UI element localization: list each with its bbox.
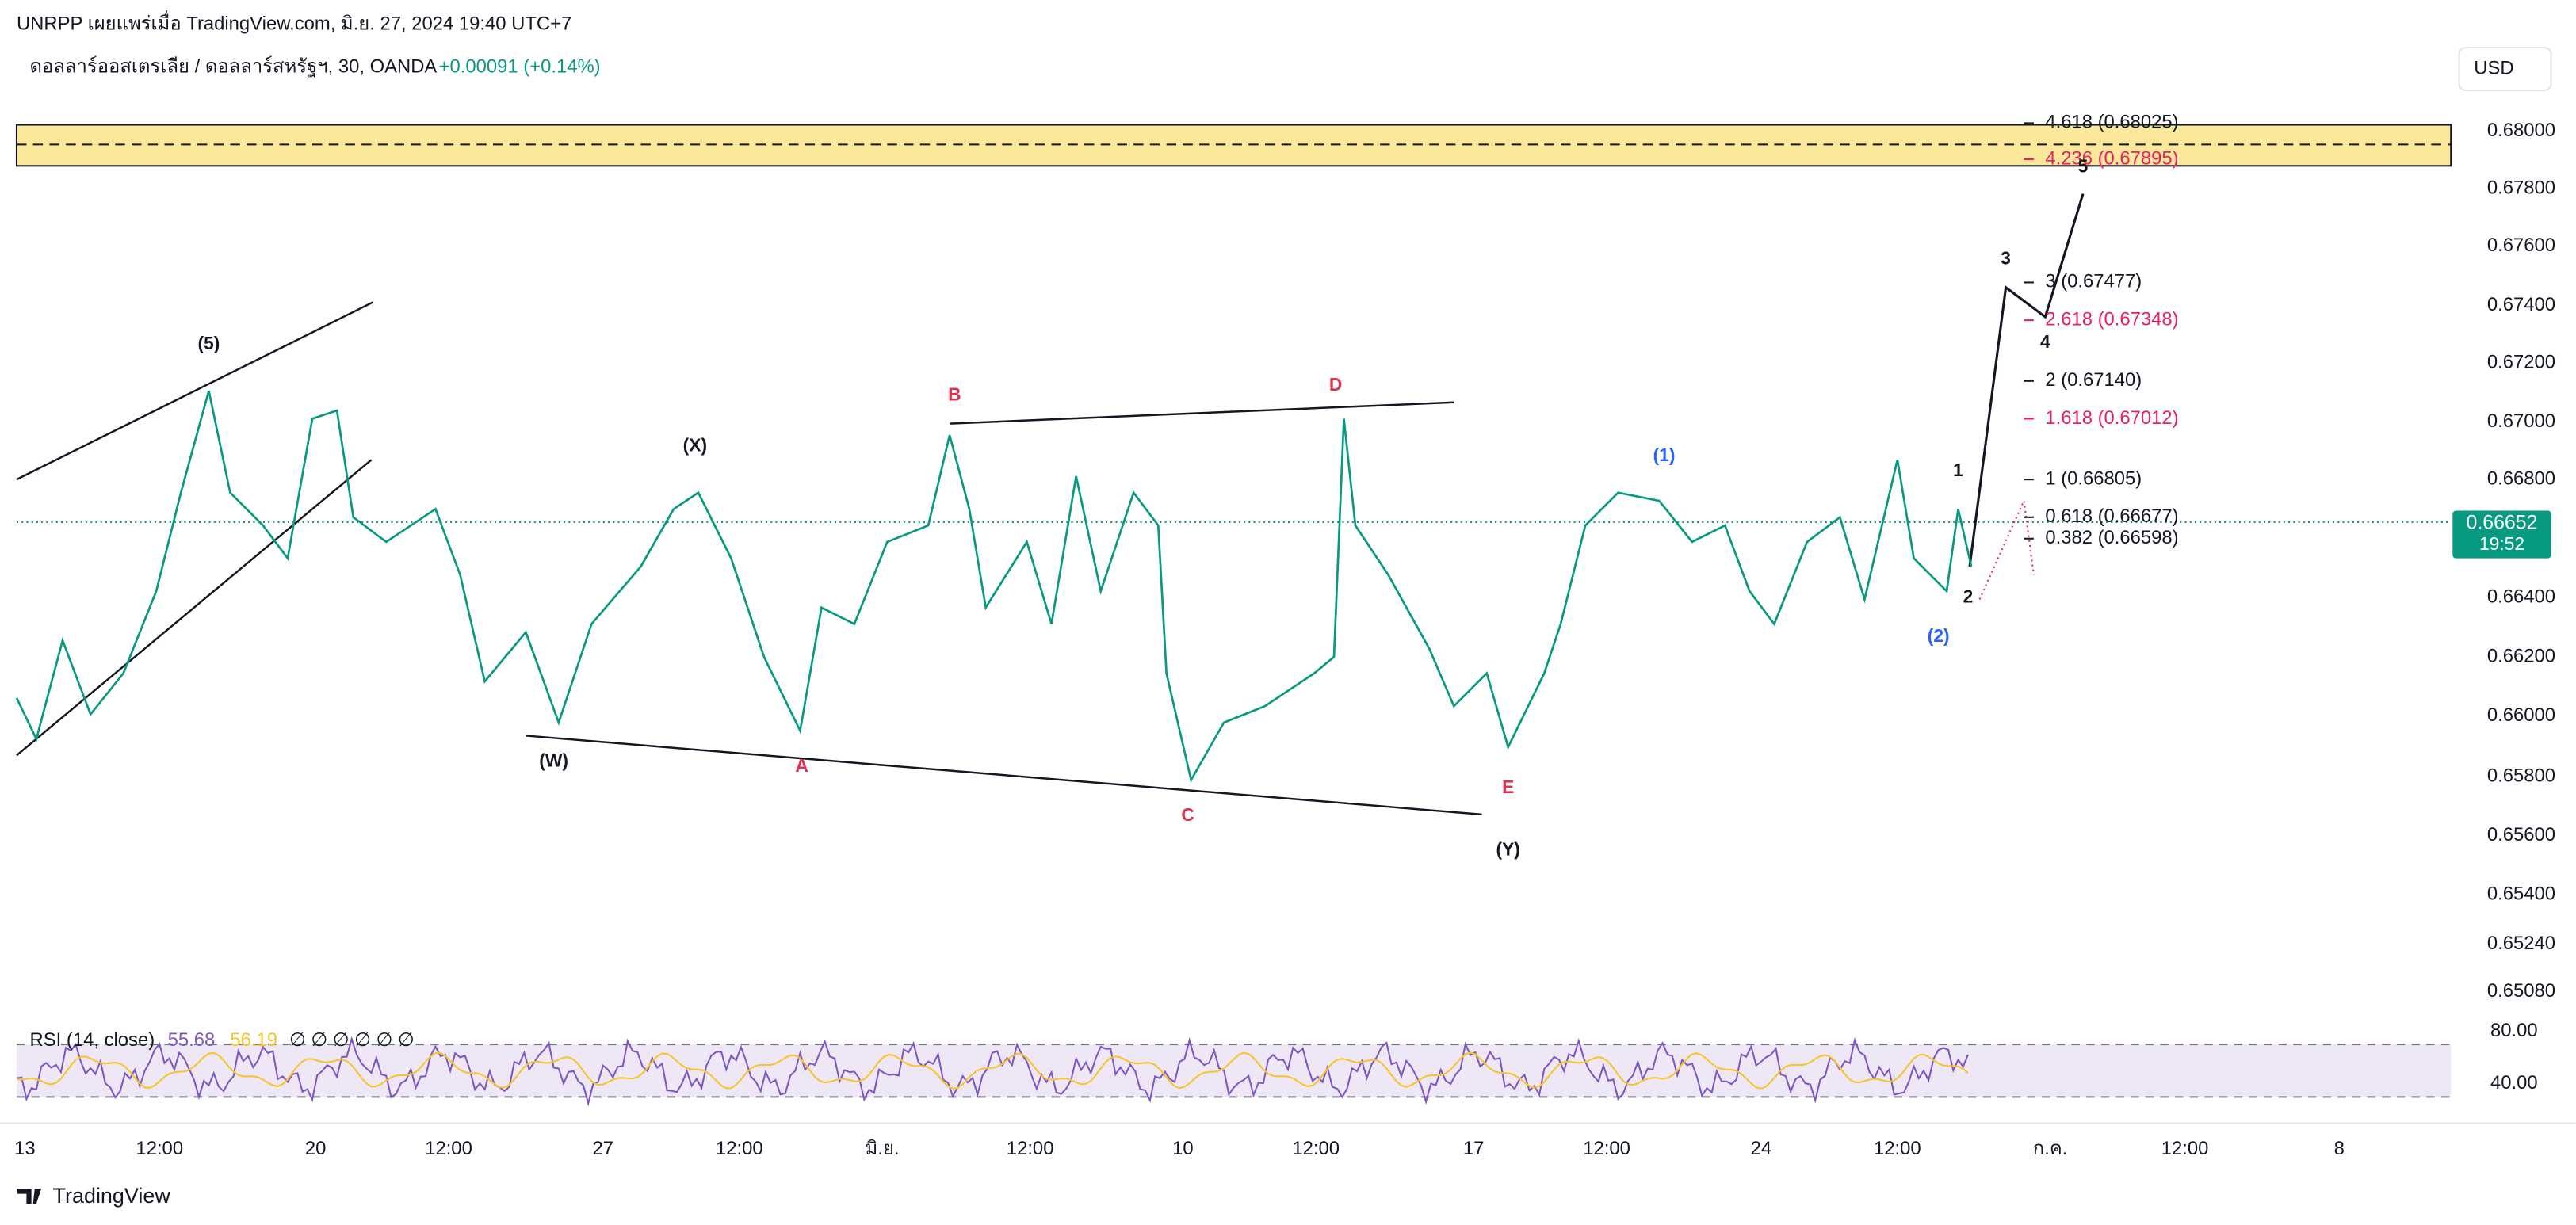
fib-label: 0.618 (0.66677) <box>2045 506 2178 527</box>
price-axis-label: 0.67800 <box>2487 177 2555 199</box>
time-axis-label: 12:00 <box>716 1138 763 1159</box>
wave-label: C <box>1181 804 1194 825</box>
wave-label: (W) <box>539 750 568 771</box>
price-axis-label: 0.66400 <box>2487 586 2555 608</box>
time-axis-label: 12:00 <box>2161 1138 2209 1159</box>
wave-label: 5 <box>2078 155 2089 176</box>
currency[interactable]: USD <box>2474 57 2513 78</box>
time-axis-label: 27 <box>593 1138 614 1159</box>
fib-label: 0.382 (0.66598) <box>2045 527 2178 548</box>
wave-label: 3 <box>2001 247 2011 268</box>
logo <box>16 1189 42 1204</box>
badge-price: 0.66652 <box>2467 512 2538 534</box>
fib-label: 1 (0.66805) <box>2045 467 2142 489</box>
time-axis-label: 24 <box>1751 1138 1772 1159</box>
wave-label: (5) <box>198 333 220 353</box>
wave-label: A <box>795 755 808 776</box>
price-axis-label: 0.67600 <box>2487 235 2555 256</box>
rsi-axis-label: 80.00 <box>2490 1020 2538 1041</box>
price-axis-label: 0.66200 <box>2487 645 2555 666</box>
time-axis-label: 8 <box>2334 1138 2345 1159</box>
time-axis-label: ก.ค. <box>2033 1138 2068 1159</box>
time-axis-label: 12:00 <box>1007 1138 1054 1159</box>
rsi-title: RSI (14, close) <box>30 1029 155 1051</box>
time-axis-label: 12:00 <box>1874 1138 1921 1159</box>
price-axis-label: 0.66000 <box>2487 704 2555 726</box>
wave-label: (X) <box>683 435 707 456</box>
fib-label: 3 (0.67477) <box>2045 271 2142 292</box>
wave-label: D <box>1329 374 1342 395</box>
fib-label: 2.618 (0.67348) <box>2045 308 2178 330</box>
price-axis-label: 0.67200 <box>2487 351 2555 372</box>
price-axis-label: 0.68000 <box>2487 120 2555 141</box>
wave-label: 2 <box>1963 586 1974 606</box>
fib-label: 4.618 (0.68025) <box>2045 112 2178 133</box>
price-axis-label: 0.66800 <box>2487 467 2555 489</box>
wave-label: 1 <box>1953 460 1963 480</box>
price-axis-label: 0.65240 <box>2487 933 2555 954</box>
time-axis-label: มิ.ย. <box>866 1138 900 1159</box>
wave-label: (2) <box>1928 625 1950 646</box>
wave-label: 4 <box>2040 331 2050 352</box>
badge-countdown: 19:52 <box>2479 533 2524 554</box>
fib-label: 2 (0.67140) <box>2045 369 2142 391</box>
rsi-axis-label: 40.00 <box>2490 1072 2538 1093</box>
time-axis-label: 20 <box>305 1138 327 1159</box>
rsi-ma-line <box>16 1051 1969 1090</box>
footer: TradingView <box>53 1184 171 1208</box>
wave-label: (1) <box>1653 445 1676 465</box>
wave-label: (Y) <box>1496 839 1520 860</box>
price-axis-label: 0.65400 <box>2487 883 2555 905</box>
change: +0.00091 (+0.14%) <box>439 55 601 77</box>
trend-lines <box>16 193 2085 816</box>
price-axis-label: 0.67400 <box>2487 294 2555 315</box>
rsi-line <box>16 1036 1969 1107</box>
time-axis-label: 17 <box>1463 1138 1485 1159</box>
fib-label: 4.236 (0.67895) <box>2045 147 2178 169</box>
time-axis-label: 12:00 <box>1292 1138 1340 1159</box>
price-path <box>15 390 1973 784</box>
price-badge <box>2452 510 2551 559</box>
rsi-extra: ∅ ∅ ∅ ∅ ∅ ∅ <box>289 1029 415 1051</box>
price-axis-label: 0.65800 <box>2487 765 2555 787</box>
currency-button[interactable] <box>2458 47 2552 92</box>
rsi-band <box>16 1044 2452 1097</box>
projection <box>1978 498 2035 600</box>
price-axis-label: 0.65600 <box>2487 824 2555 845</box>
symbol: ดอลลาร์ออสเตรเลีย / ดอลลาร์สหรัฐฯ, 30, O… <box>30 55 438 77</box>
time-axis-label: 12:00 <box>1583 1138 1630 1159</box>
time-axis-label: 12:00 <box>136 1138 183 1159</box>
time-axis-label: 12:00 <box>425 1138 472 1159</box>
time-axis-label: 10 <box>1172 1138 1194 1159</box>
rsi-value: 55.68 <box>168 1029 216 1051</box>
time-axis-label: 13 <box>14 1138 36 1159</box>
rsi-ma: 56.19 <box>230 1029 277 1051</box>
price-axis-label: 0.65080 <box>2487 980 2555 1002</box>
publisher: UNRPP เผยแพร่เมื่อ TradingView.com, มิ.ย… <box>17 10 571 34</box>
price-axis-label: 0.67000 <box>2487 410 2555 432</box>
fib-label: 1.618 (0.67012) <box>2045 407 2178 429</box>
wave-label: E <box>1502 777 1514 797</box>
wave-label: B <box>948 384 961 404</box>
